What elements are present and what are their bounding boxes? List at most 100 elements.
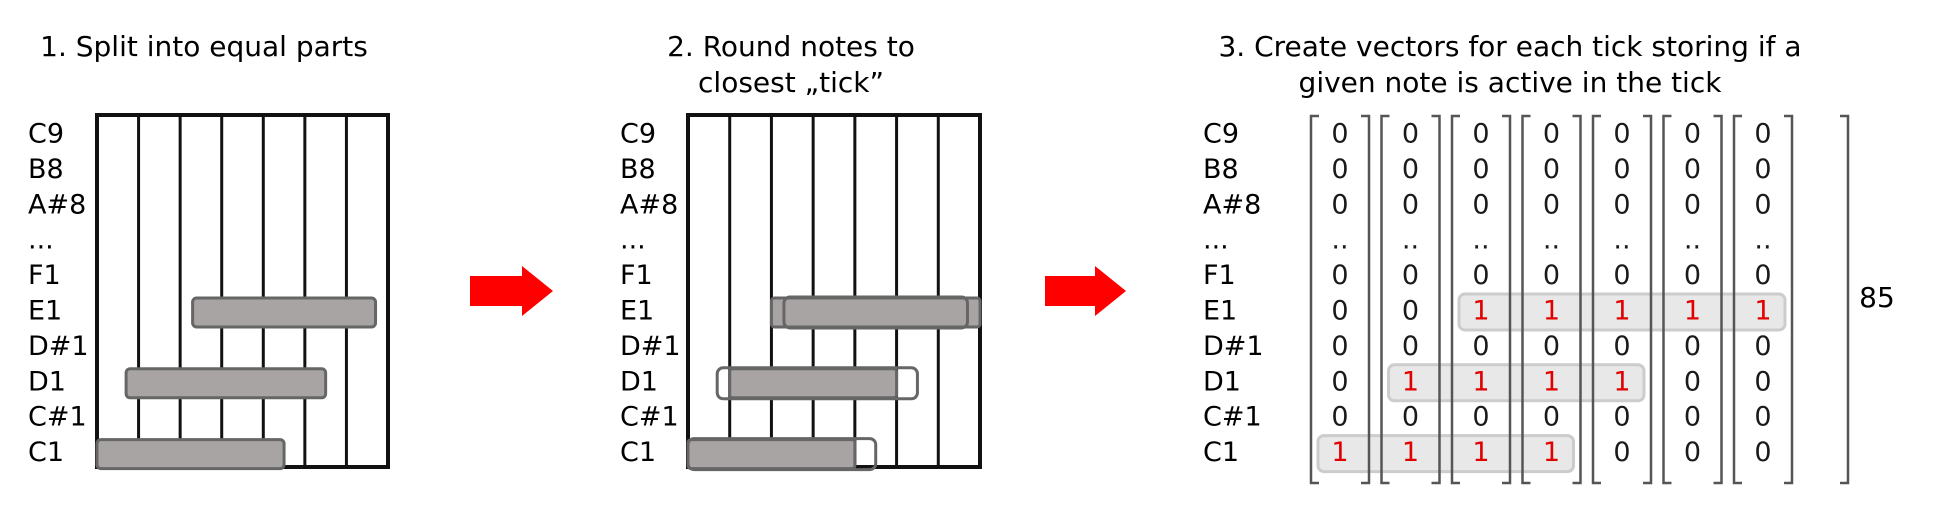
vector-value: 0 xyxy=(1754,437,1771,468)
panel-vectors-title: 3. Create vectors for each tick storing … xyxy=(1218,30,1801,99)
panel-split-grid-frame xyxy=(95,113,390,469)
vector-value-active: 1 xyxy=(1613,296,1630,327)
vector-value: 0 xyxy=(1402,296,1419,327)
original-note-outline-d1 xyxy=(715,366,919,401)
vector-bracket-right xyxy=(1361,114,1371,485)
vector-value: 0 xyxy=(1331,154,1348,185)
vector-bracket-left xyxy=(1591,114,1601,485)
panel-split: 1. Split into equal parts C9 B8 A#8... F1 E1… xyxy=(28,30,390,471)
vector-value: 0 xyxy=(1402,331,1419,362)
vector-ellipsis: .. xyxy=(1684,225,1701,256)
vector-ellipsis: .. xyxy=(1472,225,1489,256)
panel-vectors-title-line-2: given note is active in the tick xyxy=(1299,66,1723,99)
vector-value: 0 xyxy=(1543,402,1560,433)
arrow-right-icon xyxy=(1045,266,1126,316)
vector-value: 0 xyxy=(1472,154,1489,185)
note-bar-e1 xyxy=(191,296,378,329)
vector-value: 0 xyxy=(1402,119,1419,150)
vector-bracket-left xyxy=(1662,114,1672,485)
panel-vectors-label-c1: C1 xyxy=(1203,437,1239,468)
panel-round-label-c1: C1 xyxy=(620,437,656,468)
panel-vectors-label-e1: E1 xyxy=(1203,296,1237,327)
panel-split-note-labels: C9 B8 A#8... F1 E1 D#1 D1 C#1 C1 xyxy=(28,119,89,469)
vector-value: 0 xyxy=(1754,154,1771,185)
vector-value: 0 xyxy=(1684,189,1701,220)
active-highlight-c1 xyxy=(1316,434,1575,474)
vector-bracket-left xyxy=(1450,114,1460,485)
vector-value: 0 xyxy=(1754,119,1771,150)
panel-vectors-label-f1: F1 xyxy=(1203,260,1236,291)
panel-vectors-label-c9: C9 xyxy=(1203,119,1239,150)
panel-split-label-dsharp1: D#1 xyxy=(28,331,89,362)
active-highlight-d1 xyxy=(1387,363,1646,403)
panel-round-notes xyxy=(686,295,982,472)
vector-value: 0 xyxy=(1472,189,1489,220)
vector-value: 0 xyxy=(1613,331,1630,362)
vector-value: 0 xyxy=(1331,402,1348,433)
vector-value: 0 xyxy=(1402,260,1419,291)
vector-bracket-right xyxy=(1431,114,1441,485)
vector-value: 0 xyxy=(1543,331,1560,362)
panel-vectors-label-asharp8: A#8 xyxy=(1203,189,1261,220)
panel-split-label-c1: C1 xyxy=(28,437,64,468)
panel-vectors-label-ellipsis: ... xyxy=(1203,225,1229,256)
panel-split-label-c9: C9 xyxy=(28,119,64,150)
panel-round-grid-frame xyxy=(686,113,982,469)
panel-vectors-label-csharp1: C#1 xyxy=(1203,402,1262,433)
vector-value: 0 xyxy=(1613,402,1630,433)
panel-round-title-line-1: 2. Round notes to xyxy=(667,30,915,63)
vector-value-active: 1 xyxy=(1402,366,1419,397)
panel-split-label-d1: D1 xyxy=(28,366,66,397)
panel-round-label-ellipsis: ... xyxy=(620,225,646,256)
vector-value: 0 xyxy=(1754,189,1771,220)
panel-split-label-e1: E1 xyxy=(28,296,62,327)
tick-vector: 0 0 0.. 0 1 0 1 0 0 xyxy=(1591,114,1653,485)
vector-bracket-left xyxy=(1309,114,1319,485)
vector-value-active: 1 xyxy=(1472,296,1489,327)
vector-value: 0 xyxy=(1613,154,1630,185)
vector-value: 0 xyxy=(1472,260,1489,291)
panel-split-title: 1. Split into equal parts xyxy=(40,30,368,63)
original-note-outline-e1 xyxy=(782,295,969,330)
vector-value-active: 1 xyxy=(1543,296,1560,327)
panel-vectors: 3. Create vectors for each tick storing … xyxy=(1203,30,1895,485)
active-highlight-e1 xyxy=(1457,292,1787,332)
vector-value: 0 xyxy=(1402,189,1419,220)
vector-value: 0 xyxy=(1331,366,1348,397)
vector-value-active: 1 xyxy=(1472,437,1489,468)
panel-round-title: 2. Round notes to closest „tick” xyxy=(667,30,915,99)
vector-value: 0 xyxy=(1472,119,1489,150)
panel-vectors-label-d1: D1 xyxy=(1203,366,1241,397)
panel-round-label-c9: C9 xyxy=(620,119,656,150)
panel-round-grid xyxy=(686,113,982,469)
vector-bracket-left xyxy=(1380,114,1390,485)
panel-round-title-line-2: closest „tick” xyxy=(698,66,884,99)
vector-value: 0 xyxy=(1684,366,1701,397)
vector-value: 0 xyxy=(1754,260,1771,291)
panel-vectors-note-labels: C9 B8 A#8... F1 E1 D#1 D1 C#1 C1 xyxy=(1203,119,1264,469)
panel-vectors-label-dsharp1: D#1 xyxy=(1203,331,1264,362)
tick-vector: 0 0 0.. 0 0 0 0 0 1 xyxy=(1309,114,1371,485)
vector-value: 0 xyxy=(1684,260,1701,291)
panel-split-notes xyxy=(95,296,378,471)
panel-split-grid xyxy=(95,113,390,469)
panel-split-title-line-1: 1. Split into equal parts xyxy=(40,30,368,63)
panel-round-label-d1: D1 xyxy=(620,366,658,397)
vector-value: 0 xyxy=(1684,402,1701,433)
vector-value: 0 xyxy=(1754,331,1771,362)
panel-vectors-label-b8: B8 xyxy=(1203,154,1239,185)
panel-round-label-dsharp1: D#1 xyxy=(620,331,681,362)
vector-value-active: 1 xyxy=(1402,437,1419,468)
vector-value: 0 xyxy=(1613,119,1630,150)
vector-bracket-left xyxy=(1521,114,1531,485)
vector-value: 0 xyxy=(1684,331,1701,362)
panel-split-label-asharp8: A#8 xyxy=(28,189,86,220)
vector-size-label: 85 xyxy=(1859,281,1895,314)
panel-split-label-f1: F1 xyxy=(28,260,61,291)
vector-ellipsis: .. xyxy=(1754,225,1771,256)
vector-bracket-right xyxy=(1643,114,1653,485)
vector-value: 0 xyxy=(1331,119,1348,150)
vector-value-active: 1 xyxy=(1613,366,1630,397)
vector-value: 0 xyxy=(1613,189,1630,220)
tick-vector: 0 0 0.. 0 1 0 0 0 0 xyxy=(1732,114,1794,485)
